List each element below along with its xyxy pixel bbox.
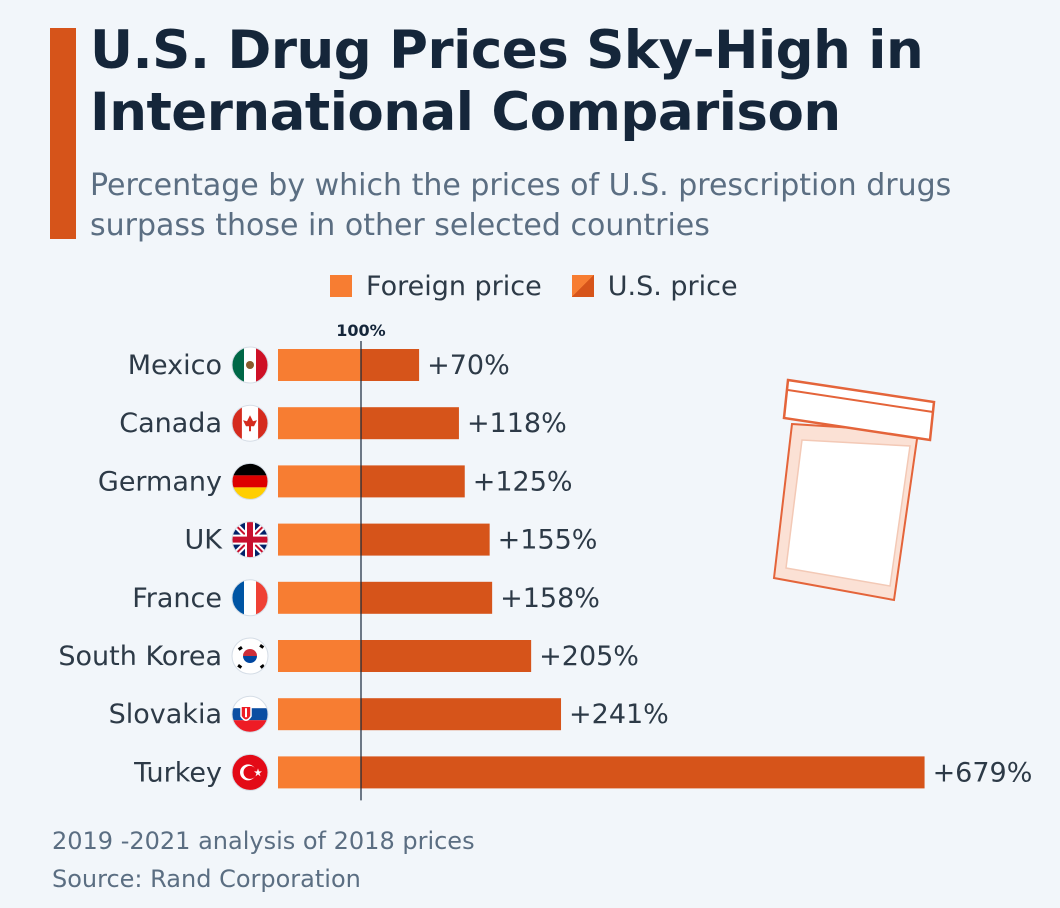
legend: Foreign price U.S. price <box>330 268 738 304</box>
bar-foreign-mexico <box>278 349 361 381</box>
chart-subtitle: Percentage by which the prices of U.S. p… <box>90 168 952 243</box>
bar-us-slovakia <box>361 698 562 731</box>
france-flag-icon <box>232 579 268 616</box>
bar-chart: 100% Mexico +70% Canada +118% Germany +125% UK +… <box>58 321 1033 801</box>
data-label-mexico: +70% <box>427 350 510 381</box>
slovakia-flag-border <box>231 695 269 733</box>
bar-foreign-germany <box>278 465 361 498</box>
slovakia-flag-icon <box>232 696 268 733</box>
legend-item-us: U.S. price <box>571 270 738 302</box>
data-label-south-korea: +205% <box>539 641 639 672</box>
south-korea-flag-border <box>231 637 269 675</box>
bar-foreign-france <box>278 581 361 614</box>
bar-us-south-korea <box>361 640 532 672</box>
france-flag-border <box>231 579 269 617</box>
footer-note: 2019 -2021 analysis of 2018 prices <box>52 827 475 855</box>
chart-title: U.S. Drug Prices Sky-High in Internation… <box>90 20 924 143</box>
bar-us-canada <box>361 407 459 440</box>
bar-us-uk <box>361 523 490 556</box>
bar-us-france <box>361 581 493 614</box>
data-label-germany: +125% <box>473 466 573 497</box>
legend-swatch-foreign <box>330 275 352 297</box>
category-label-uk: UK <box>185 525 224 556</box>
footer: 2019 -2021 analysis of 2018 prices Sourc… <box>52 822 475 898</box>
legend-label-us: U.S. price <box>607 270 738 302</box>
south-korea-flag-icon <box>232 638 268 674</box>
bar-foreign-south-korea <box>278 640 361 672</box>
legend-item-foreign: Foreign price <box>330 271 542 302</box>
turkey-flag-icon <box>232 754 268 791</box>
bar-foreign-uk <box>278 523 361 556</box>
reference-line-label: 100% <box>336 321 385 340</box>
legend-label-foreign: Foreign price <box>366 270 542 302</box>
data-label-uk: +155% <box>498 525 598 556</box>
data-label-turkey: +679% <box>933 757 1033 788</box>
data-label-canada: +118% <box>467 408 567 439</box>
category-label-canada: Canada <box>119 408 222 439</box>
footer-source: Source: Rand Corporation <box>52 865 361 893</box>
legend-swatch-us <box>571 275 594 297</box>
bar-foreign-slovakia <box>278 698 361 731</box>
bar-us-turkey <box>361 756 925 789</box>
germany-flag-icon <box>232 463 268 500</box>
title-accent-bar <box>50 28 76 239</box>
uk-flag-icon <box>232 521 268 558</box>
pill-bottle-icon <box>772 378 936 602</box>
germany-flag-border <box>231 462 269 500</box>
canada-flag-border <box>231 404 269 442</box>
data-label-france: +158% <box>500 583 600 614</box>
mexico-flag-icon <box>232 347 268 383</box>
turkey-flag-border <box>231 753 269 791</box>
canada-flag-icon <box>232 405 268 442</box>
category-label-germany: Germany <box>98 466 222 497</box>
category-label-slovakia: Slovakia <box>109 699 222 730</box>
category-label-turkey: Turkey <box>133 757 222 788</box>
category-label-south-korea: South Korea <box>58 641 222 672</box>
bar-us-germany <box>361 465 465 498</box>
bar-foreign-canada <box>278 407 361 440</box>
category-label-france: France <box>132 583 222 614</box>
uk-flag-border <box>231 521 269 559</box>
bar-foreign-turkey <box>278 756 361 789</box>
category-label-mexico: Mexico <box>128 350 222 381</box>
bar-us-mexico <box>361 349 420 381</box>
mexico-flag-border <box>231 346 269 384</box>
data-label-slovakia: +241% <box>569 699 669 730</box>
